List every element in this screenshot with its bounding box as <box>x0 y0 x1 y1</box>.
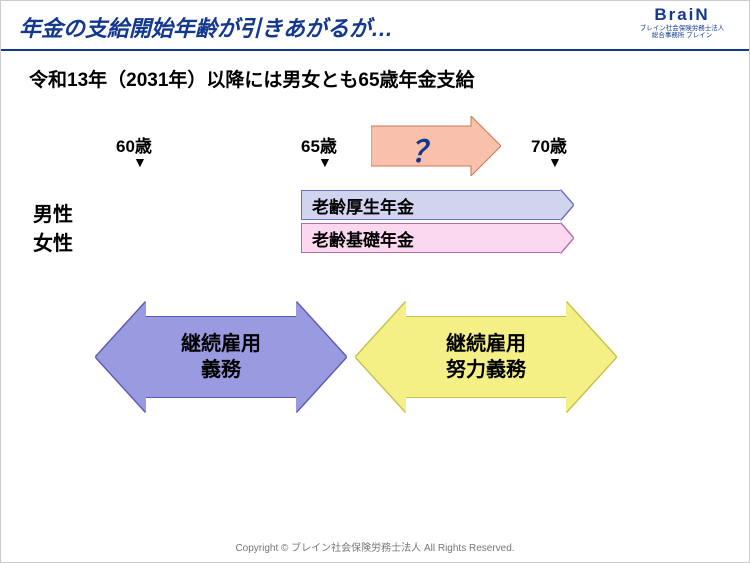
employment-mandatory-line2: 義務 <box>181 357 261 383</box>
arrow-head-right-icon <box>566 302 616 412</box>
employment-mandatory-line1: 継続雇用 <box>181 331 261 357</box>
employment-arrow-effort-body: 継続雇用 努力義務 <box>406 316 566 398</box>
gender-labels: 男性 女性 <box>33 198 73 256</box>
pension-bar-kiso: 老齢基礎年金 <box>301 223 561 253</box>
pension-bar-kosei-label: 老齢厚生年金 <box>312 193 414 218</box>
gender-female: 女性 <box>33 227 73 256</box>
page-title: 年金の支給開始年齢が引きあがるが… <box>19 11 731 43</box>
footer-copyright: Copyright © ブレイン社会保険労務士法人 All Rights Res… <box>1 539 749 554</box>
age-marker-60: ▼ <box>133 154 147 170</box>
diagram-area: 60歳 ▼ 65歳 ▼ 70歳 ▼ 男性 女性 ？ 老齢厚生年金 老齢基礎年金 … <box>1 92 749 472</box>
employment-arrow-mandatory-body: 継続雇用 義務 <box>146 316 296 398</box>
question-arrow: ？ <box>371 116 501 181</box>
employment-effort-line2: 努力義務 <box>446 357 526 383</box>
subtitle: 令和13年（2031年）以降には男女とも65歳年金支給 <box>1 51 749 92</box>
age-marker-70: ▼ <box>548 154 562 170</box>
gender-male: 男性 <box>33 198 73 227</box>
logo-main: BraiN <box>627 5 737 25</box>
employment-arrow-effort: 継続雇用 努力義務 <box>356 302 616 412</box>
arrow-head-left-icon <box>356 302 406 412</box>
pension-bar-kiso-label: 老齢基礎年金 <box>312 226 414 251</box>
employment-effort-line1: 継続雇用 <box>446 331 526 357</box>
logo: BraiN ブレイン社会保険労務士法人 総合事務所 ブレイン <box>627 5 737 39</box>
arrow-head-left-icon <box>96 302 146 412</box>
logo-sub2: 総合事務所 ブレイン <box>627 32 737 39</box>
age-marker-65: ▼ <box>318 154 332 170</box>
arrow-head-right-icon <box>296 302 346 412</box>
pension-bar-kosei: 老齢厚生年金 <box>301 190 561 220</box>
employment-arrow-mandatory: 継続雇用 義務 <box>96 302 346 412</box>
question-mark: ？ <box>411 127 441 171</box>
